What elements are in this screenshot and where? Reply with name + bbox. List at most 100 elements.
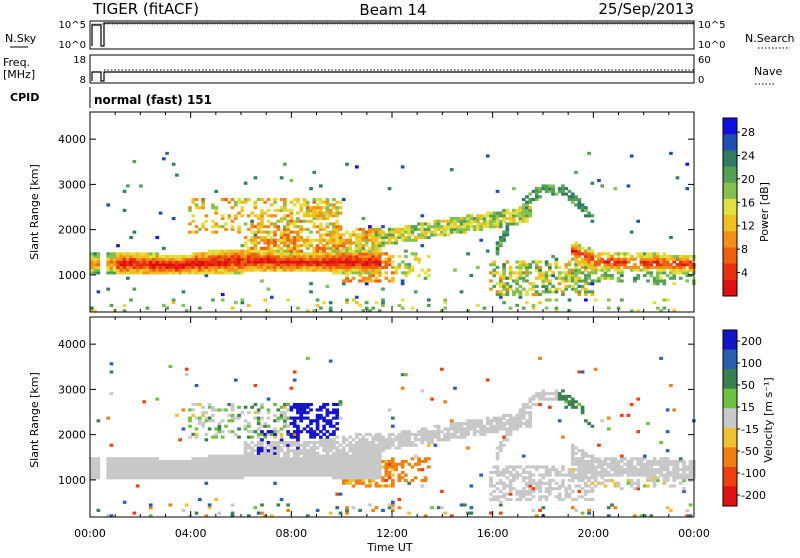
power-cell	[184, 257, 189, 261]
velocity-cell	[279, 446, 284, 450]
velocity-cell	[489, 427, 493, 431]
power-cell	[574, 241, 578, 245]
power-cell	[482, 225, 487, 229]
velocity-cell	[283, 465, 287, 469]
velocity-cell	[273, 470, 277, 474]
velocity-cell	[233, 473, 238, 477]
power-cell	[302, 260, 307, 264]
velocity-cell	[322, 419, 326, 423]
velocity-cell	[515, 427, 519, 431]
velocity-cell	[593, 468, 598, 472]
velocity-cell	[381, 476, 385, 480]
velocity-cell	[175, 459, 179, 464]
power-cell	[557, 189, 562, 193]
velocity-cell	[139, 465, 143, 469]
power-cell	[332, 241, 336, 245]
velocity-cell	[335, 465, 340, 469]
velocity-cell	[577, 449, 582, 453]
power-cell	[512, 271, 516, 275]
power-cell	[250, 241, 254, 245]
power-cell	[616, 257, 621, 261]
velocity-cell	[335, 459, 340, 464]
velocity-cell	[590, 473, 595, 477]
power-cell	[404, 254, 408, 259]
velocity-cell	[247, 465, 251, 469]
velocity-cell	[554, 495, 559, 499]
power-cell	[135, 263, 140, 267]
velocity-cell	[315, 446, 320, 450]
power-cell	[584, 287, 588, 291]
velocity-cell	[214, 457, 218, 461]
velocity-cell	[263, 449, 268, 453]
velocity-cell	[328, 454, 333, 458]
velocity-cell	[207, 402, 212, 407]
power-cell	[142, 265, 147, 269]
power-cell	[296, 216, 300, 221]
velocity-cell	[381, 508, 385, 512]
power-cell	[181, 271, 186, 275]
velocity-cell	[168, 465, 173, 469]
velocity-cell	[305, 430, 310, 434]
power-cell	[119, 252, 124, 256]
velocity-cell	[361, 476, 366, 480]
velocity-cell	[512, 476, 516, 480]
velocity-cell	[191, 457, 196, 461]
velocity-cell	[292, 405, 297, 409]
power-cell	[394, 271, 398, 275]
power-cell	[495, 225, 500, 229]
power-cell	[518, 219, 523, 223]
power-cell	[122, 257, 127, 261]
power-cell	[374, 233, 379, 237]
velocity-cell	[283, 459, 287, 464]
power-cell	[152, 271, 156, 275]
velocity-cell	[364, 446, 369, 450]
velocity-cell	[260, 446, 264, 450]
velocity-cell	[505, 432, 510, 436]
power-cell	[269, 268, 274, 272]
velocity-cell	[361, 473, 366, 477]
velocity-cell	[305, 473, 310, 477]
velocity-cell	[371, 457, 376, 461]
velocity-cell	[175, 476, 179, 480]
power-cell	[112, 271, 117, 275]
power-cell	[260, 246, 264, 250]
power-cell	[233, 252, 238, 256]
power-cell	[345, 260, 349, 264]
power-cell	[240, 298, 245, 302]
power-cell	[515, 271, 519, 275]
power-cell	[590, 265, 595, 269]
power-cell	[243, 249, 248, 253]
power-colorbar-tick: 28	[741, 126, 755, 139]
power-cell	[390, 227, 395, 231]
power-colorbar-swatch	[723, 247, 737, 265]
power-cell	[672, 265, 677, 269]
velocity-cell	[551, 478, 555, 483]
velocity-cell	[263, 454, 268, 458]
velocity-cell	[227, 468, 232, 472]
velocity-cell	[188, 468, 192, 472]
beam-title: Beam 14	[359, 1, 426, 19]
power-cell	[220, 249, 225, 253]
velocity-cell	[319, 430, 323, 434]
velocity-cell	[305, 451, 310, 455]
power-cell	[626, 184, 631, 188]
velocity-cell	[296, 473, 300, 477]
velocity-cell	[440, 367, 444, 371]
velocity-cell	[400, 386, 405, 390]
power-cell	[371, 241, 376, 245]
velocity-cell	[489, 478, 493, 483]
power-cell	[335, 211, 340, 215]
power-cell	[508, 214, 513, 218]
power-cell	[119, 260, 124, 264]
velocity-cell	[145, 462, 150, 466]
velocity-cell	[384, 438, 389, 442]
velocity-cell	[600, 476, 605, 480]
velocity-cell	[204, 465, 209, 469]
velocity-cell	[646, 473, 650, 477]
velocity-cell	[479, 419, 483, 423]
power-cell	[119, 268, 124, 272]
velocity-cell	[348, 454, 353, 458]
velocity-cell	[541, 394, 546, 398]
velocity-cell	[335, 470, 340, 474]
power-cell	[341, 252, 346, 256]
